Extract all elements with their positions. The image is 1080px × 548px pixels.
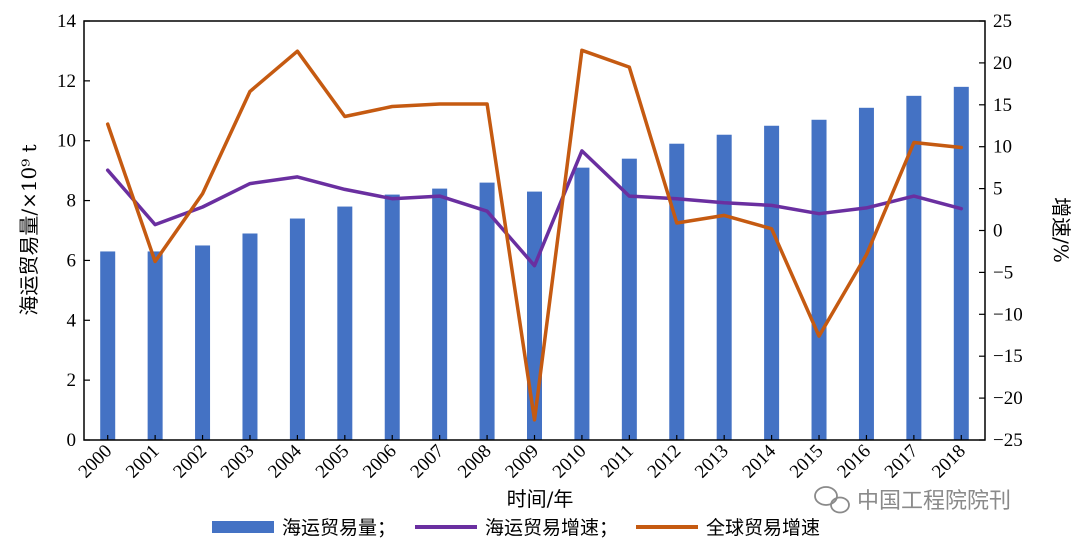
x-tick-label: 2003 [217, 441, 259, 483]
x-tick-label: 2004 [264, 440, 306, 482]
bar-2018 [953, 86, 969, 440]
x-tick-label: 2018 [928, 441, 970, 483]
bar-2003 [242, 233, 258, 440]
legend-item-global-growth: 全球贸易增速 [706, 517, 820, 539]
y-tick-label: 12 [57, 71, 76, 92]
legend-swatch-bars [212, 521, 274, 533]
bar-2009 [527, 191, 542, 440]
y-axis-title: 海运贸易量/×10⁹ t [17, 144, 41, 315]
x-tick-label: 2005 [312, 441, 354, 483]
y2-tick-label: −15 [993, 346, 1023, 367]
bar-2002 [195, 245, 211, 440]
x-tick-label: 2000 [75, 441, 117, 483]
y2-tick-label: 15 [993, 95, 1012, 116]
bar-2015 [811, 119, 827, 440]
watermark: 中国工程院院刊 [814, 486, 1011, 514]
x-tick-label: 2006 [359, 441, 401, 483]
x-tick-label: 2014 [738, 440, 780, 482]
y2-tick-label: −5 [993, 262, 1013, 283]
x-tick-label: 2017 [881, 441, 923, 483]
x-tick-label: 2010 [549, 441, 591, 483]
bar-2004 [289, 218, 305, 440]
x-tick-label: 2007 [406, 441, 448, 483]
line-global-growth [105, 48, 964, 422]
y2-tick-label: 20 [993, 53, 1012, 74]
y-tick-label: 14 [57, 11, 77, 32]
x-tick-label: 2011 [597, 441, 638, 482]
legend-item-shipping-growth: 海运贸易增速； [485, 517, 618, 539]
y2-tick-label: 25 [993, 11, 1012, 32]
y2-tick-label: 5 [993, 179, 1003, 200]
x-tick-label: 2013 [691, 441, 733, 483]
y-tick-label: 4 [67, 310, 77, 331]
bar-2014 [764, 125, 780, 440]
bar-2011 [621, 158, 637, 440]
legend-item-shipping-volume: 海运贸易量； [282, 517, 396, 539]
y2-tick-label: 0 [993, 221, 1003, 242]
y2-axis-title: 增速/% [1049, 197, 1073, 263]
y-tick-label: 8 [67, 191, 77, 212]
watermark-text: 中国工程院院刊 [857, 489, 1011, 514]
bar-2006 [384, 194, 400, 440]
bar-2001 [147, 251, 163, 440]
y-tick-label: 6 [67, 250, 77, 271]
y2-tick-label: −10 [993, 304, 1023, 325]
x-tick-label: 2012 [644, 441, 686, 483]
x-axis-title: 时间/年 [507, 487, 574, 511]
x-tick-label: 2009 [501, 441, 543, 483]
x-tick-label: 2016 [833, 441, 875, 483]
bar-2013 [716, 134, 732, 440]
y2-tick-label: −20 [993, 388, 1023, 409]
bar-2008 [479, 182, 495, 440]
x-tick-label: 2002 [169, 441, 211, 483]
bar-2010 [574, 167, 590, 440]
x-tick-label: 2015 [786, 441, 828, 483]
wechat-icon [814, 486, 850, 514]
bar-2005 [337, 206, 353, 440]
legend: 海运贸易量； 海运贸易增速； 全球贸易增速 [212, 517, 820, 539]
bar-2007 [432, 188, 448, 440]
y-tick-label: 0 [67, 430, 77, 451]
bar-2000 [100, 251, 116, 440]
line-shipping-growth [105, 149, 964, 268]
y2-tick-label: 10 [993, 137, 1012, 158]
bar-2017 [906, 95, 922, 441]
bar-2016 [858, 107, 874, 441]
x-tick-label: 2008 [454, 441, 496, 483]
y2-tick-label: −25 [993, 430, 1023, 451]
y-tick-label: 2 [67, 370, 77, 391]
bar-2012 [669, 143, 685, 440]
bar-series [100, 86, 969, 441]
x-tick-label: 2001 [122, 441, 164, 483]
line-series [105, 48, 964, 422]
y-tick-label: 10 [57, 131, 76, 152]
